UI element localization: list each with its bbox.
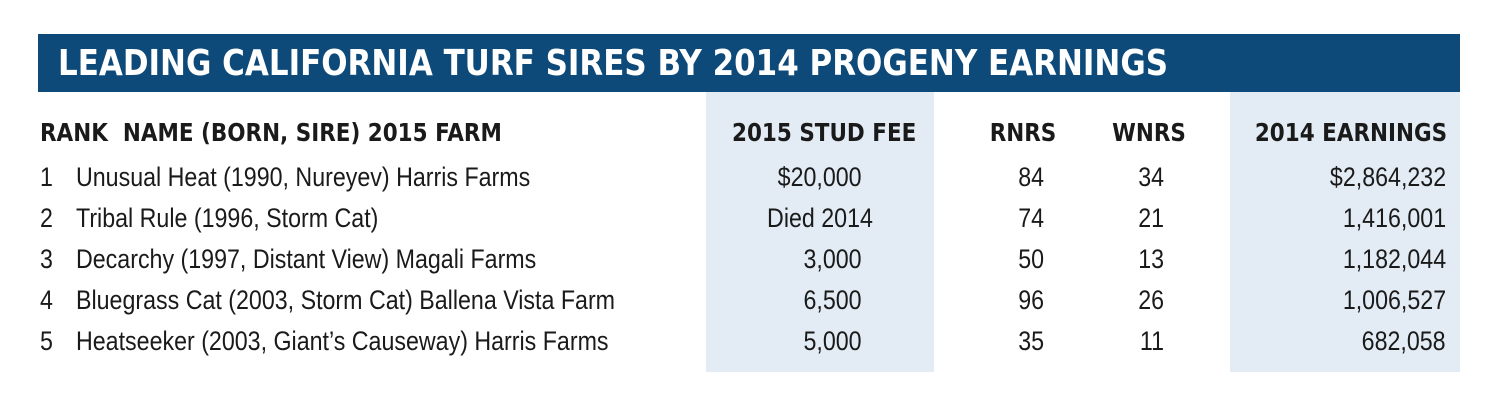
table-row: 2 Tribal Rule (1996, Storm Cat) Died 201… [0, 203, 1496, 243]
sire-name-cell: Heatseeker (2003, Giant’s Causeway) Harr… [76, 326, 609, 356]
table-row: 4 Bluegrass Cat (2003, Storm Cat) Ballen… [0, 285, 1496, 325]
stud-fee-cell: $20,000 [778, 162, 862, 192]
rank-cell: 5 [40, 326, 53, 356]
earnings-cell: $2,864,232 [1329, 162, 1446, 192]
header-stud-fee: 2015 STUD FEE [732, 118, 917, 147]
table-title-bar: LEADING CALIFORNIA TURF SIRES BY 2014 PR… [38, 34, 1460, 92]
sire-name-cell: Decarchy (1997, Distant View) Magali Far… [76, 244, 537, 274]
stud-fee-cell: 3,000 [803, 244, 862, 274]
rank-cell: 1 [40, 162, 53, 192]
stud-fee-cell: 5,000 [803, 326, 862, 356]
table-header-row: RANK NAME (BORN, SIRE) 2015 FARM 2015 ST… [0, 118, 1496, 158]
rank-cell: 4 [40, 285, 53, 315]
earnings-cell: 1,006,527 [1342, 285, 1446, 315]
table-row: 1 Unusual Heat (1990, Nureyev) Harris Fa… [0, 162, 1496, 202]
runners-cell: 84 [1018, 162, 1044, 192]
header-winners: WNRS [1112, 118, 1186, 147]
earnings-cell: 682,058 [1362, 326, 1446, 356]
winners-cell: 34 [1138, 162, 1164, 192]
sire-name-cell: Tribal Rule (1996, Storm Cat) [76, 203, 379, 233]
winners-cell: 11 [1139, 326, 1164, 356]
stud-fee-cell: Died 2014 [767, 203, 873, 233]
runners-cell: 74 [1018, 203, 1044, 233]
runners-cell: 96 [1018, 285, 1044, 315]
sire-name-cell: Bluegrass Cat (2003, Storm Cat) Ballena … [76, 285, 616, 315]
header-rank-name-farm: RANK NAME (BORN, SIRE) 2015 FARM [40, 118, 502, 147]
runners-cell: 50 [1018, 244, 1044, 274]
winners-cell: 21 [1138, 203, 1164, 233]
earnings-cell: 1,182,044 [1342, 244, 1446, 274]
sire-name-cell: Unusual Heat (1990, Nureyev) Harris Farm… [76, 162, 531, 192]
rank-cell: 2 [40, 203, 53, 233]
table-row: 3 Decarchy (1997, Distant View) Magali F… [0, 244, 1496, 284]
header-earnings: 2014 EARNINGS [1254, 118, 1448, 147]
rank-cell: 3 [40, 244, 53, 274]
table-title: LEADING CALIFORNIA TURF SIRES BY 2014 PR… [58, 42, 1169, 84]
winners-cell: 26 [1138, 285, 1164, 315]
winners-cell: 13 [1138, 244, 1164, 274]
stud-fee-cell: 6,500 [803, 285, 862, 315]
header-runners: RNRS [989, 118, 1057, 147]
table-row: 5 Heatseeker (2003, Giant’s Causeway) Ha… [0, 326, 1496, 366]
earnings-cell: 1,416,001 [1342, 203, 1446, 233]
earnings-column-shade [1230, 92, 1460, 372]
stud-fee-column-shade [706, 92, 934, 372]
runners-cell: 35 [1018, 326, 1044, 356]
